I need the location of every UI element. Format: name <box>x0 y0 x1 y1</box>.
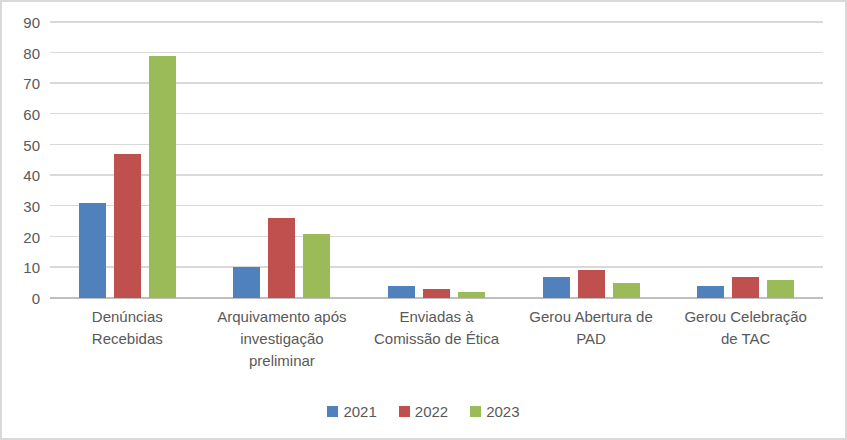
legend-swatch-2021 <box>327 406 338 417</box>
category-label: Gerou Celebração de TAC <box>668 306 823 372</box>
bar-2023 <box>767 280 794 298</box>
bar-2021 <box>697 286 724 298</box>
y-tick-label: 70 <box>23 75 40 92</box>
legend-item-2023: 2023 <box>470 403 519 420</box>
bar-group <box>50 22 205 298</box>
bar-2023 <box>303 234 330 298</box>
legend: 2021 2022 2023 <box>2 403 845 420</box>
bar-2023 <box>149 56 176 298</box>
bar-2022 <box>423 289 450 298</box>
bar-2022 <box>732 277 759 298</box>
legend-item-2022: 2022 <box>399 403 448 420</box>
bar-group <box>205 22 360 298</box>
y-tick-label: 90 <box>23 14 40 31</box>
y-tick-label: 10 <box>23 259 40 276</box>
y-tick-label: 80 <box>23 44 40 61</box>
bar-2021 <box>79 203 106 298</box>
y-tick-label: 60 <box>23 106 40 123</box>
legend-swatch-2022 <box>399 406 410 417</box>
bar-2021 <box>388 286 415 298</box>
y-tick-label: 0 <box>32 290 40 307</box>
legend-label: 2021 <box>343 403 376 420</box>
bar-groups <box>50 22 823 298</box>
bar-2023 <box>458 292 485 298</box>
plot-area <box>50 22 823 298</box>
y-tick-label: 40 <box>23 167 40 184</box>
bar-2023 <box>613 283 640 298</box>
legend-label: 2022 <box>415 403 448 420</box>
category-label: Arquivamento após investigação prelimina… <box>205 306 360 372</box>
bar-2022 <box>114 154 141 298</box>
bar-group <box>668 22 823 298</box>
bar-2021 <box>233 267 260 298</box>
y-axis: 9080706050403020100 <box>2 22 40 298</box>
y-tick-label: 20 <box>23 228 40 245</box>
y-tick-label: 30 <box>23 198 40 215</box>
chart: 90 80 70 60 50 40 30 20 10 0 Denúncias RecebidasA… <box>0 0 847 440</box>
bar-group <box>514 22 669 298</box>
category-label: Gerou Abertura de PAD <box>514 306 669 372</box>
legend-swatch-2023 <box>470 406 481 417</box>
bar-2022 <box>268 218 295 298</box>
category-label: Enviadas à Comissão de Ética <box>359 306 514 372</box>
legend-item-2021: 2021 <box>327 403 376 420</box>
legend-label: 2023 <box>486 403 519 420</box>
bar-2021 <box>543 277 570 298</box>
bar-2022 <box>578 270 605 298</box>
category-label: Denúncias Recebidas <box>50 306 205 372</box>
bar-group <box>359 22 514 298</box>
category-labels: Denúncias RecebidasArquivamento após inv… <box>50 306 823 372</box>
y-tick-label: 50 <box>23 136 40 153</box>
